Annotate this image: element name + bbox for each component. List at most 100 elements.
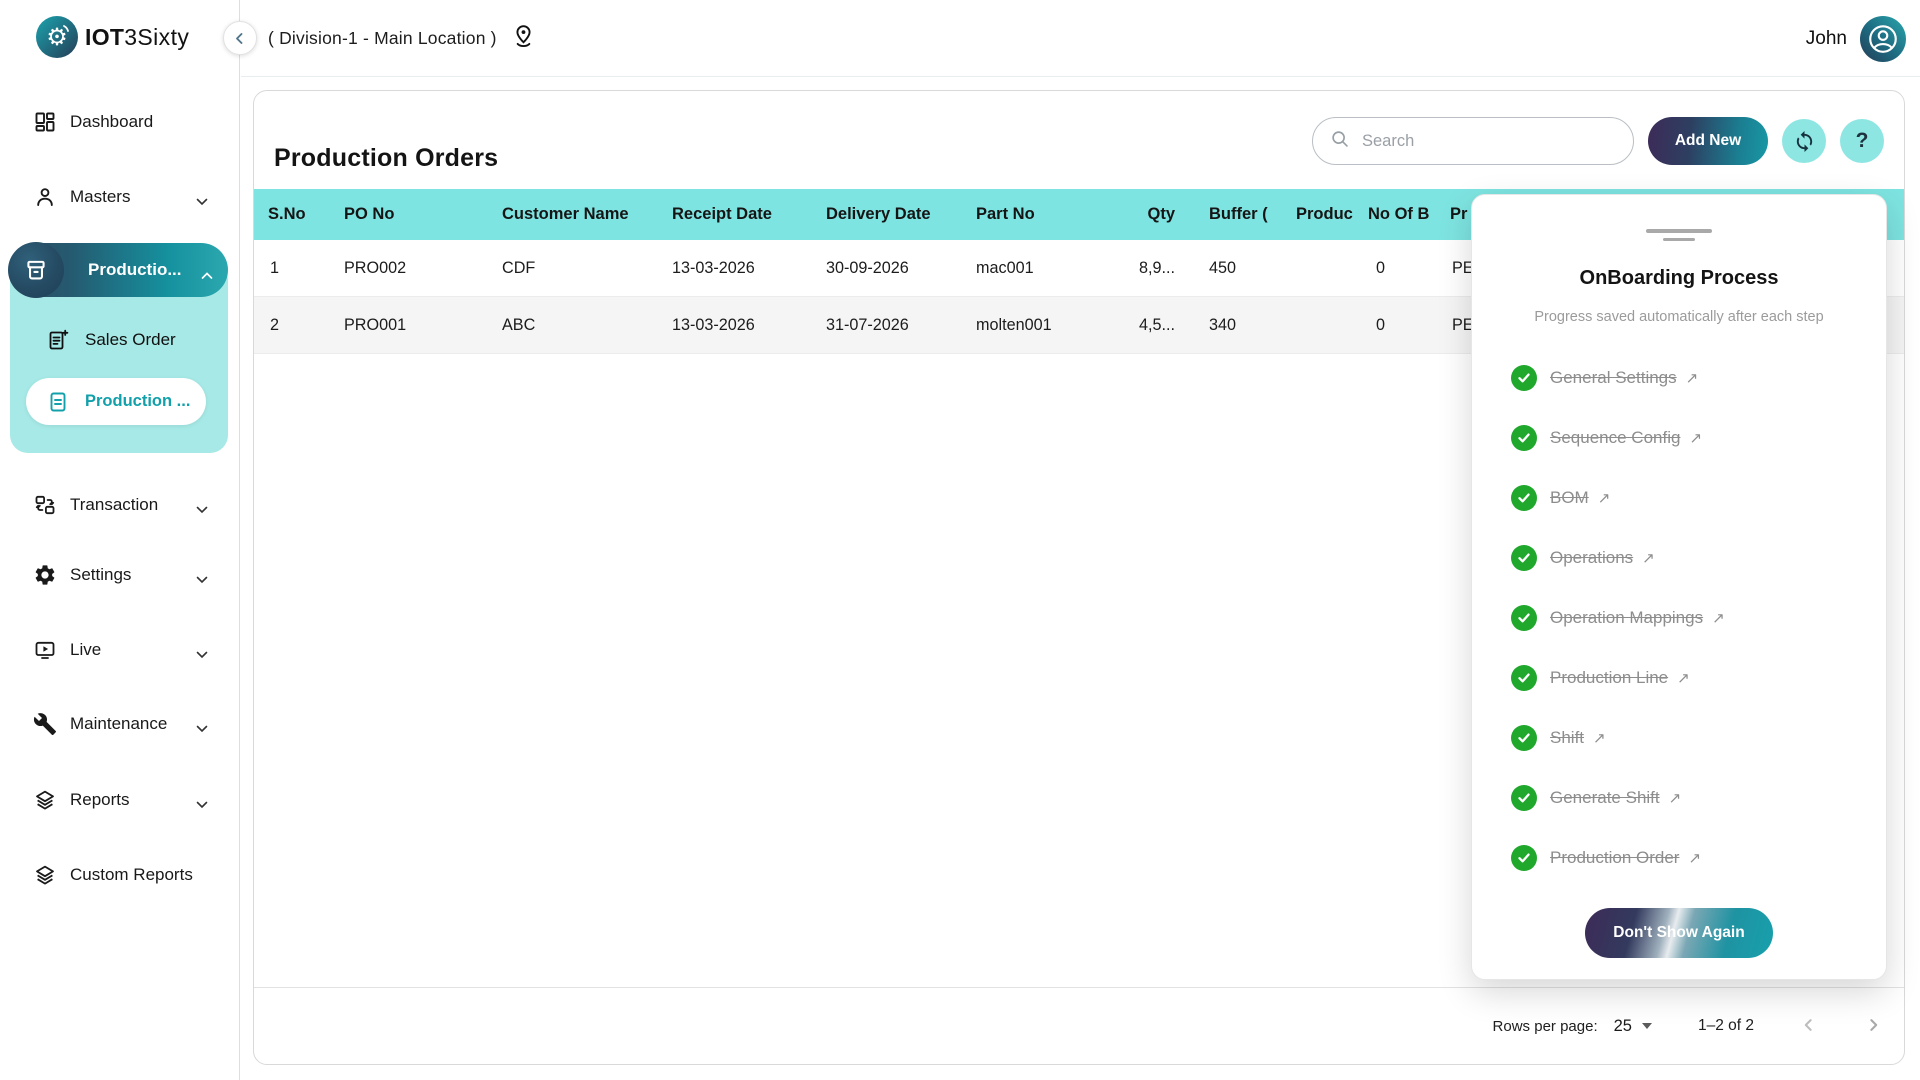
column-header: PO No xyxy=(344,205,395,223)
sidebar-item-label: Transaction xyxy=(70,495,159,514)
refresh-icon xyxy=(1796,130,1812,152)
onboarding-title: OnBoarding Process xyxy=(1579,267,1779,289)
sidebar-item-maintenance[interactable]: Maintenance xyxy=(0,704,240,744)
sidebar-item-label: Dashboard xyxy=(70,112,154,131)
onboarding-step[interactable]: Production Line ↗ xyxy=(1511,665,1886,691)
previous-page-button[interactable] xyxy=(1798,1014,1819,1039)
sidebar-item-label: Maintenance xyxy=(70,714,168,733)
column-header: Customer Name xyxy=(502,205,629,223)
cell-status: PE xyxy=(1452,258,1474,277)
brand-name-bold: IOT xyxy=(85,23,125,50)
sidebar-collapse-button[interactable] xyxy=(223,21,257,55)
gear-icon xyxy=(33,563,57,587)
onboarding-popup: OnBoarding Process Progress saved automa… xyxy=(1471,194,1887,980)
cell-po-no: PRO002 xyxy=(344,258,407,277)
column-header: S.No xyxy=(268,205,306,223)
sidebar-item-label: Sales Order xyxy=(85,330,176,349)
step-label: Sequence Config xyxy=(1550,428,1681,447)
add-new-button[interactable]: Add New xyxy=(1648,117,1768,165)
column-header: Produc xyxy=(1296,205,1353,223)
sidebar-item-label: Masters xyxy=(70,187,131,206)
avatar[interactable] xyxy=(1860,15,1906,62)
table-pagination: Rows per page: 25 1–2 of 2 xyxy=(254,987,1904,1064)
help-button[interactable]: ? xyxy=(1840,119,1884,163)
sidebar-item-masters[interactable]: Masters xyxy=(0,177,240,217)
chevron-down-icon xyxy=(196,796,208,814)
sidebar-item-transaction[interactable]: Transaction xyxy=(0,485,240,525)
cell-qty: 8,9... xyxy=(1139,258,1175,277)
sidebar-item-reports[interactable]: Reports xyxy=(0,780,240,820)
refresh-button[interactable] xyxy=(1782,119,1826,163)
check-circle-icon xyxy=(1511,425,1537,451)
wrench-icon xyxy=(33,712,57,736)
sidebar-item-dashboard[interactable]: Dashboard xyxy=(0,102,240,142)
layers-icon xyxy=(33,788,57,812)
search-icon xyxy=(1329,128,1351,155)
sidebar-item-live[interactable]: Live xyxy=(0,630,240,670)
dont-show-again-button[interactable]: Don't Show Again xyxy=(1585,908,1773,958)
chevron-right-icon xyxy=(1870,1018,1878,1031)
cell-no-of-batches: 0 xyxy=(1376,258,1386,277)
check-circle-icon xyxy=(1511,485,1537,511)
step-label: Operation Mappings xyxy=(1550,608,1704,627)
rows-per-page-value: 25 xyxy=(1613,1016,1632,1035)
brand-name-light: 3Sixty xyxy=(124,23,190,50)
column-header: No Of B xyxy=(1368,205,1430,223)
sidebar-item-sales-order[interactable]: Sales Order xyxy=(10,320,228,360)
step-label: Operations xyxy=(1550,548,1634,567)
sidebar-item-custom-reports[interactable]: Custom Reports xyxy=(0,855,240,895)
next-page-button[interactable] xyxy=(1863,1014,1884,1039)
user-menu[interactable]: John xyxy=(1806,0,1906,77)
rows-per-page-select[interactable]: 25 xyxy=(1614,1017,1652,1036)
person-icon xyxy=(33,185,57,209)
column-header: Qty xyxy=(1147,205,1175,223)
column-header: Buffer ( xyxy=(1209,205,1268,223)
division-label: ( Division-1 - Main Location ) xyxy=(268,28,497,48)
chevron-down-icon xyxy=(196,193,208,211)
onboarding-step[interactable]: General Settings ↗ xyxy=(1511,365,1886,391)
onboarding-steps: General Settings ↗ Sequence Config ↗ BOM… xyxy=(1472,365,1886,905)
drag-handle[interactable] xyxy=(1646,229,1712,241)
search-box[interactable] xyxy=(1312,117,1634,165)
step-label: Shift xyxy=(1550,728,1585,747)
external-link-icon: ↗ xyxy=(1668,790,1682,807)
onboarding-step[interactable]: Operations ↗ xyxy=(1511,545,1886,571)
step-label: Production Order xyxy=(1550,848,1680,867)
sidebar-item-label: Live xyxy=(70,640,102,659)
external-link-icon: ↗ xyxy=(1685,370,1699,387)
sidebar-item-label: Settings xyxy=(70,565,132,584)
production-box-icon xyxy=(8,242,64,298)
onboarding-step[interactable]: Generate Shift ↗ xyxy=(1511,785,1886,811)
chevron-left-icon xyxy=(1804,1018,1812,1031)
column-header: Delivery Date xyxy=(826,205,931,223)
onboarding-step[interactable]: Production Order ↗ xyxy=(1511,845,1886,871)
division-selector[interactable]: ( Division-1 - Main Location ) xyxy=(268,0,537,77)
sidebar-item-production-order[interactable]: Production ... xyxy=(26,378,206,425)
production-order-icon xyxy=(46,390,70,414)
onboarding-step[interactable]: Operation Mappings ↗ xyxy=(1511,605,1886,631)
sidebar-item-production[interactable]: Productio... xyxy=(8,242,228,298)
topbar: ( Division-1 - Main Location ) John xyxy=(223,0,1920,77)
external-link-icon: ↗ xyxy=(1688,850,1702,867)
search-input[interactable] xyxy=(1360,130,1610,152)
external-link-icon: ↗ xyxy=(1593,730,1606,747)
check-circle-icon xyxy=(1511,665,1537,691)
cell-customer: ABC xyxy=(502,315,536,334)
cell-part-no: mac001 xyxy=(976,258,1034,277)
external-link-icon: ↗ xyxy=(1597,490,1611,507)
onboarding-step[interactable]: Sequence Config ↗ xyxy=(1511,425,1886,451)
sidebar-item-settings[interactable]: Settings xyxy=(0,555,240,595)
chevron-down-icon xyxy=(196,571,208,589)
sidebar-item-label: Reports xyxy=(70,790,130,809)
brand-name: IOT3Sixty xyxy=(85,24,189,51)
chevron-up-icon xyxy=(201,267,213,285)
onboarding-step[interactable]: BOM ↗ xyxy=(1511,485,1886,511)
cell-qty: 4,5... xyxy=(1139,315,1175,334)
cell-po-no: PRO001 xyxy=(344,315,407,334)
column-header: Part No xyxy=(976,205,1035,223)
cell-delivery-date: 31-07-2026 xyxy=(826,315,909,334)
svg-text:⚙: ⚙ xyxy=(46,23,68,51)
onboarding-step[interactable]: Shift ↗ xyxy=(1511,725,1886,751)
transaction-icon xyxy=(33,493,57,517)
column-header: Pr xyxy=(1450,205,1468,223)
